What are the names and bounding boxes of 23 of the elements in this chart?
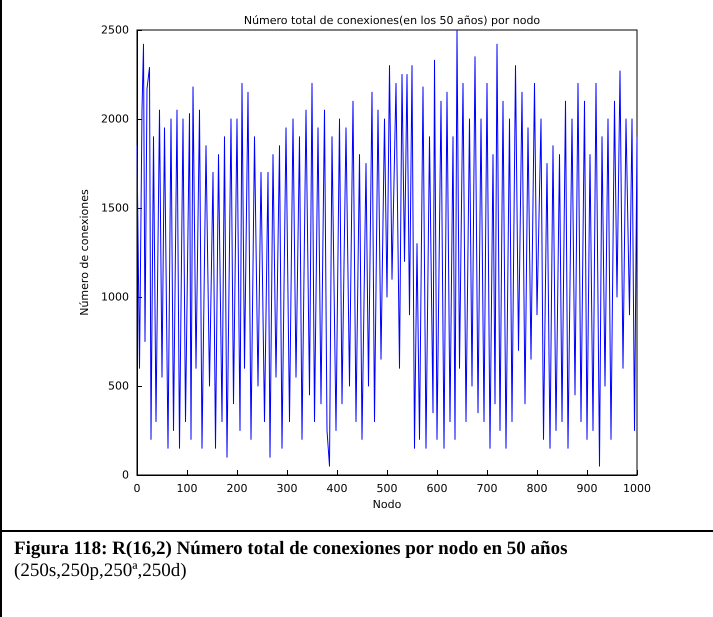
y-axis-title: Número de conexiones [78,188,92,316]
y-tick-label: 1000 [101,290,129,304]
x-tick-label: 300 [276,482,298,495]
line-series [136,30,638,467]
text: Figura 118: R(16,2) Número total de conexiones por nodo en 50 años [14,538,568,560]
y-tick-label: 2000 [101,112,129,126]
x-tick-label: 800 [526,482,548,495]
x-tick-label: 700 [476,482,498,495]
x-tick-label: 600 [426,482,448,495]
x-tick-label: 500 [376,482,398,495]
x-tick-label: 0 [134,482,140,495]
x-tick-label: 1000 [623,482,651,495]
y-tick-label: 2500 [101,24,129,36]
x-tick-label: 400 [326,482,348,495]
y-tick-label: 500 [108,380,129,392]
text: (250s,250p,250ª,250d) [14,560,188,582]
x-tick-label: 900 [576,482,598,495]
y-tick-label: 0 [122,468,129,482]
x-tick-label: 100 [176,482,198,495]
x-axis-title: Nodo [372,498,402,511]
y-tick-label: 1500 [101,202,129,214]
x-tick-label: 200 [226,482,248,495]
chart-title: Número total de conexiones(en los 50 años) por nodo [244,14,540,27]
